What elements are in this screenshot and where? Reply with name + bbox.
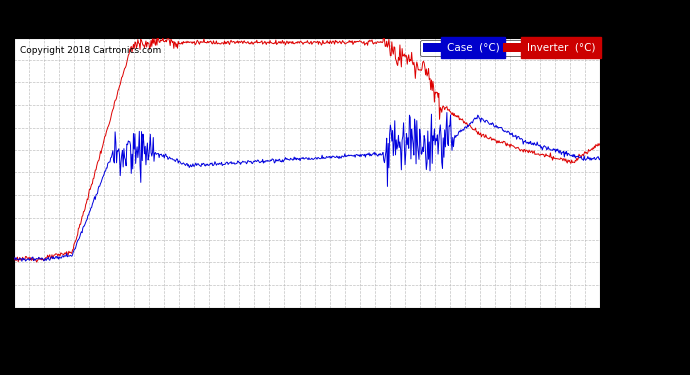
Text: Copyright 2018 Cartronics.com: Copyright 2018 Cartronics.com (19, 46, 161, 55)
Legend: Case  (°C), Inverter  (°C): Case (°C), Inverter (°C) (420, 40, 598, 56)
Title: Inverter Temperature & Case Temperature Sat Apr 7 19:29: Inverter Temperature & Case Temperature … (83, 20, 531, 35)
